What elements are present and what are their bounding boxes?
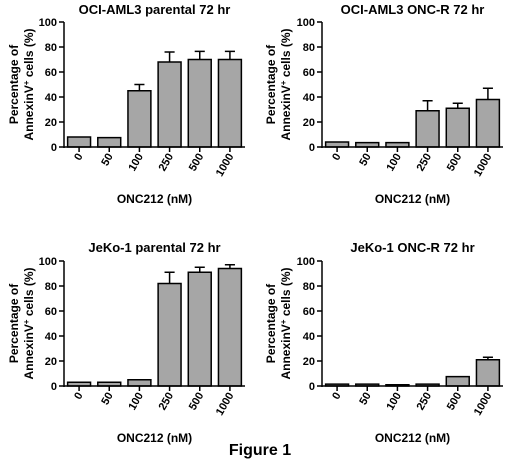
x-tick-label: 250 — [157, 391, 177, 413]
y-tick-label: 40 — [303, 331, 315, 343]
y-axis-label-suffix: cells (%) — [22, 267, 36, 319]
y-tick-label: 40 — [303, 92, 315, 104]
y-axis-label-line2: AnnexinV+ cells (%) — [279, 267, 293, 379]
bar-250 — [157, 282, 182, 387]
y-tick-label: 60 — [303, 67, 315, 79]
y-tick-label: 0 — [309, 381, 315, 393]
bar-1000 — [217, 58, 243, 148]
y-tick-label: 60 — [303, 306, 315, 318]
y-tick-label: 40 — [45, 92, 57, 104]
y-axis-label-superscript: + — [279, 319, 288, 324]
bar-1000 — [217, 267, 243, 387]
bar-0 — [66, 136, 92, 148]
x-tick-label: 50 — [357, 152, 374, 169]
y-tick-label: 0 — [51, 142, 57, 154]
x-tick-label: 1000 — [472, 390, 495, 417]
x-tick-label: 500 — [187, 391, 207, 413]
y-tick-label: 20 — [303, 356, 315, 368]
x-axis-label: ONC212 (nM) — [117, 192, 192, 206]
x-tick-label: 0 — [330, 391, 343, 402]
x-tick-label: 500 — [445, 391, 465, 413]
x-tick-label: 0 — [72, 152, 85, 163]
y-tick-label: 20 — [303, 117, 315, 129]
y-axis-label-line2: AnnexinV+ cells (%) — [279, 28, 293, 140]
x-axis-label: ONC212 (nM) — [117, 431, 192, 445]
x-tick-label: 100 — [126, 152, 146, 174]
y-tick-label: 0 — [51, 381, 57, 393]
bar-50 — [97, 136, 122, 148]
chart-panel-2: OCI-AML3 ONC-R 72 hr Percentage of Annexin… — [264, 2, 503, 206]
x-tick-label: 1000 — [214, 391, 237, 418]
y-tick-label: 80 — [303, 281, 315, 293]
x-tick-label: 100 — [384, 152, 404, 174]
x-tick-label: 50 — [357, 391, 374, 408]
y-tick-label: 100 — [39, 17, 57, 29]
y-axis-label-main: AnnexinV — [22, 324, 36, 379]
bar-500 — [187, 271, 212, 387]
chart-panel-4: JeKo-1 ONC-R 72 hr Percentage of AnnexinV+… — [264, 240, 503, 445]
bar-100 — [127, 90, 152, 148]
chart-title: OCI-AML3 ONC-R 72 hr — [341, 2, 485, 17]
x-tick-label: 0 — [330, 152, 343, 163]
x-tick-label: 250 — [415, 391, 435, 413]
y-axis-label-suffix: cells (%) — [22, 28, 36, 80]
y-tick-label: 100 — [39, 256, 57, 268]
x-tick-label: 500 — [445, 152, 465, 174]
x-tick-label: 500 — [187, 152, 207, 174]
y-tick-label: 20 — [45, 356, 57, 368]
bar-250 — [157, 61, 182, 148]
x-tick-label: 50 — [99, 152, 116, 169]
y-axis-label-line2: AnnexinV+ cells (%) — [22, 28, 36, 140]
y-axis-label-superscript: + — [22, 80, 31, 85]
y-tick-label: 80 — [303, 42, 315, 54]
chart-title: JeKo-1 ONC-R 72 hr — [350, 240, 474, 255]
x-tick-label: 100 — [384, 391, 404, 413]
y-tick-label: 100 — [297, 256, 315, 268]
chart-panel-3: JeKo-1 parental 72 hr Percentage of Annexi… — [7, 240, 245, 445]
y-axis-label-superscript: + — [22, 319, 31, 324]
y-axis-label-line1: Percentage of — [7, 283, 21, 363]
y-axis-label-line1: Percentage of — [264, 44, 278, 124]
y-axis-label-suffix: cells (%) — [279, 28, 293, 80]
y-axis-label-line1: Percentage of — [264, 283, 278, 363]
y-axis-label-main: AnnexinV — [22, 85, 36, 140]
x-axis-label: ONC212 (nM) — [375, 431, 450, 445]
y-axis-label-suffix: cells (%) — [279, 267, 293, 319]
bar-500 — [187, 58, 212, 148]
bar-1000 — [475, 98, 501, 148]
y-axis-label-main: AnnexinV — [279, 324, 293, 379]
x-tick-label: 0 — [72, 391, 85, 402]
chart-title: JeKo-1 parental 72 hr — [88, 240, 220, 255]
y-tick-label: 60 — [45, 306, 57, 318]
y-tick-label: 80 — [45, 42, 57, 54]
bar-1000 — [475, 359, 501, 387]
chart-title: OCI-AML3 parental 72 hr — [79, 2, 231, 17]
x-tick-label: 250 — [415, 152, 435, 174]
x-axis-label: ONC212 (nM) — [375, 192, 450, 206]
bar-500 — [445, 107, 470, 148]
x-tick-label: 1000 — [214, 152, 237, 179]
figure-caption: Figure 1 — [228, 442, 292, 459]
y-tick-label: 40 — [45, 331, 57, 343]
bar-100 — [127, 379, 152, 387]
x-tick-label: 1000 — [472, 151, 495, 178]
y-tick-label: 80 — [45, 281, 57, 293]
y-tick-label: 60 — [45, 67, 57, 79]
y-tick-label: 20 — [45, 117, 57, 129]
y-tick-label: 0 — [309, 142, 315, 154]
y-tick-label: 100 — [297, 17, 315, 29]
x-tick-label: 100 — [126, 391, 146, 413]
y-axis-label-main: AnnexinV — [279, 85, 293, 140]
chart-panel-1: OCI-AML3 parental 72 hr Percentage of Anne… — [7, 2, 245, 206]
y-axis-label-line2: AnnexinV+ cells (%) — [22, 267, 36, 379]
y-axis-label-line1: Percentage of — [7, 44, 21, 124]
bar-250 — [415, 110, 440, 148]
y-axis-label-superscript: + — [279, 80, 288, 85]
bar-500 — [445, 375, 470, 387]
x-tick-label: 250 — [157, 152, 177, 174]
x-tick-label: 50 — [99, 391, 116, 408]
